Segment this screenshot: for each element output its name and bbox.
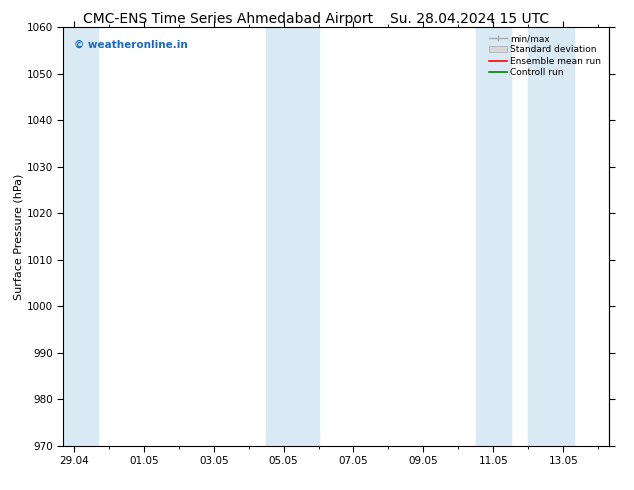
Bar — [476, 27, 511, 446]
Text: © weatheronline.in: © weatheronline.in — [74, 40, 188, 49]
Bar — [266, 27, 318, 446]
Y-axis label: Surface Pressure (hPa): Surface Pressure (hPa) — [14, 173, 24, 299]
Bar — [528, 27, 574, 446]
Bar — [63, 27, 98, 446]
Text: CMC-ENS Time Series Ahmedabad Airport: CMC-ENS Time Series Ahmedabad Airport — [83, 12, 373, 26]
Text: Su. 28.04.2024 15 UTC: Su. 28.04.2024 15 UTC — [390, 12, 548, 26]
Legend: min/max, Standard deviation, Ensemble mean run, Controll run: min/max, Standard deviation, Ensemble me… — [486, 31, 604, 80]
